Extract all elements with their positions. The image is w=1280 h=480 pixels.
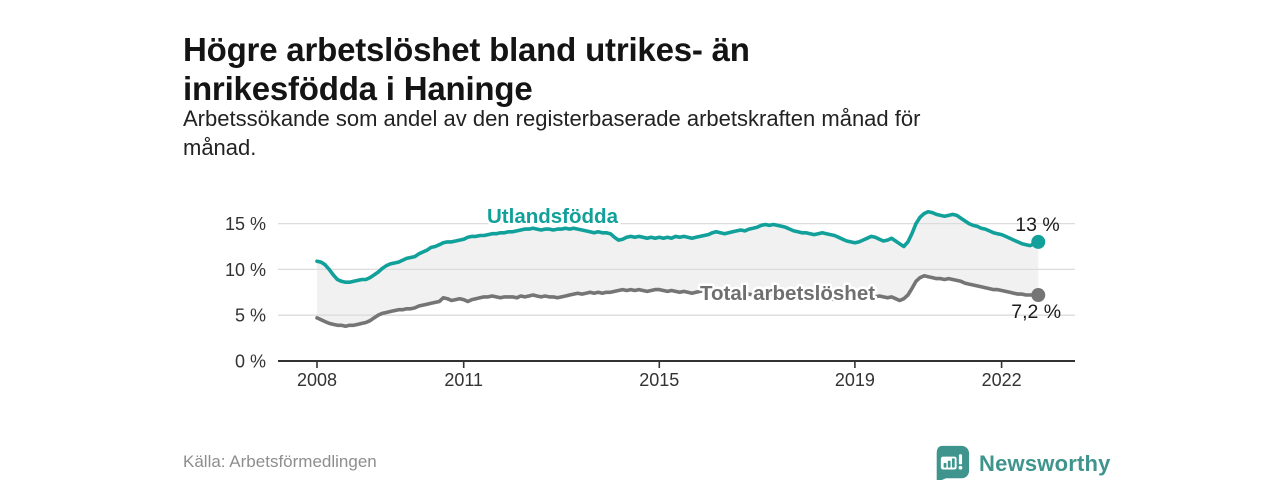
y-axis-label: 15 % <box>225 214 266 234</box>
newsworthy-brand: Newsworthy <box>933 445 1111 480</box>
logo-exclamation-dot <box>958 465 963 470</box>
subtitle-line-2: månad. <box>183 135 257 160</box>
source-note: Källa: Arbetsförmedlingen <box>183 452 377 471</box>
series-line-total <box>315 273 1041 329</box>
logo-bar-3 <box>951 458 955 468</box>
chart-subtitle: Arbetssökande som andel av den registerb… <box>183 104 920 162</box>
series-label-utlandsfodda: Utlandsfödda <box>487 205 619 228</box>
x-axis-label: 2019 <box>835 370 875 390</box>
x-axis-label: 2011 <box>444 370 483 390</box>
series-end-dot-utlandsfodda <box>1031 234 1046 249</box>
page-title: Högre arbetslöshet bland utrikes- än inr… <box>183 30 750 108</box>
x-axis-label: 2022 <box>982 370 1022 390</box>
y-axis-label: 0 % <box>235 352 266 372</box>
logo-exclamation-bar <box>958 454 963 465</box>
series-end-value-total: 7,2 % <box>1011 301 1061 323</box>
x-axis-label: 2015 <box>639 370 679 390</box>
series-end-value-utlandsfodda: 13 % <box>1015 214 1059 236</box>
x-axis-label: 2008 <box>297 370 337 390</box>
subtitle-line-1: Arbetssökande som andel av den registerb… <box>183 106 921 131</box>
y-axis-label: 5 % <box>235 306 266 326</box>
y-axis-label: 10 % <box>225 260 266 280</box>
brand-name: Newsworthy <box>979 450 1111 476</box>
newsworthy-logo-icon <box>936 445 970 480</box>
series-line-utlandsfodda <box>315 209 1041 285</box>
logo-bar-1 <box>943 463 947 468</box>
series-end-dot-total <box>1031 288 1046 303</box>
logo-bar-2 <box>947 460 951 468</box>
series-label-total: Total arbetslöshet <box>700 282 875 305</box>
title-line-2: inrikesfödda i Haninge <box>183 70 533 108</box>
title-line-1: Högre arbetslöshet bland utrikes- än <box>183 31 750 69</box>
